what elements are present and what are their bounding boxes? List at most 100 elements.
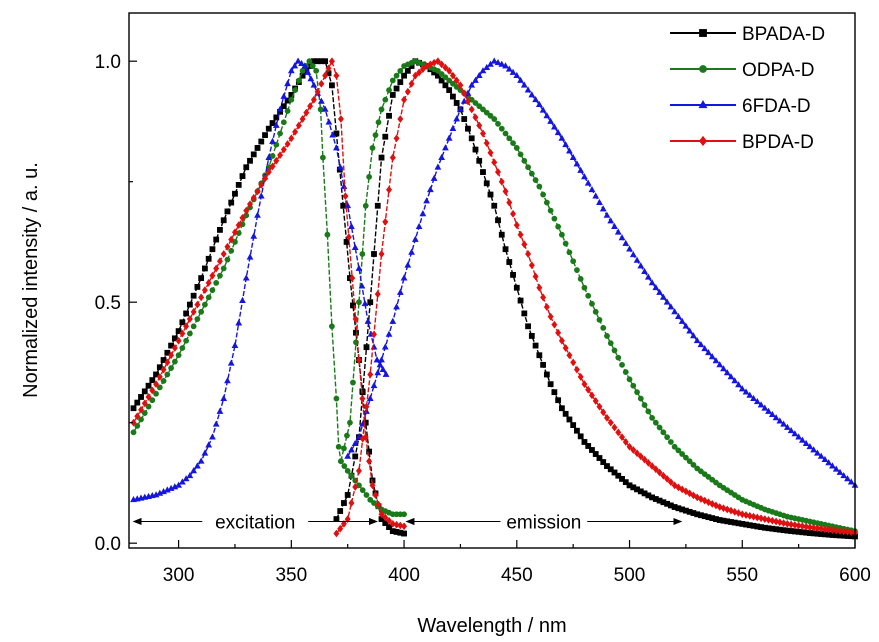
data-point [461, 89, 468, 98]
series-layer [130, 57, 859, 540]
data-point [742, 388, 750, 395]
data-point [337, 115, 344, 123]
data-point [675, 312, 682, 320]
data-point [832, 465, 840, 472]
data-point [329, 82, 335, 89]
legend-item: ODPA-D [670, 60, 814, 81]
data-point [506, 198, 513, 207]
data-point [836, 468, 844, 475]
data-point [690, 332, 697, 339]
data-point [728, 506, 734, 515]
data-point [802, 439, 810, 446]
data-point [262, 174, 269, 183]
data-point [738, 385, 746, 392]
data-point [555, 223, 562, 230]
data-point [378, 106, 385, 113]
data-point [626, 245, 633, 252]
data-point [280, 92, 288, 99]
data-point [814, 449, 821, 456]
data-point [848, 528, 855, 537]
data-point [363, 492, 370, 498]
data-point [338, 458, 344, 465]
data-point [588, 185, 596, 193]
data-point [393, 134, 400, 143]
data-point [480, 129, 486, 138]
data-point [397, 521, 404, 530]
data-point [397, 79, 404, 85]
data-point [411, 235, 419, 242]
data-point [149, 377, 156, 384]
data-point [765, 407, 772, 414]
legend: BPADA-D ODPA-D 6FDA-D BPDA-D [670, 24, 825, 153]
x-tick-label: 400 [388, 565, 420, 586]
data-point [543, 112, 551, 119]
data-point [810, 523, 817, 532]
data-point [690, 491, 697, 500]
data-point [186, 471, 194, 479]
data-point [227, 359, 235, 366]
data-point [618, 234, 626, 241]
data-point [678, 317, 686, 324]
data-point [371, 251, 377, 257]
data-point [333, 71, 340, 80]
legend-marker [699, 29, 707, 37]
data-point [209, 246, 216, 253]
data-point [660, 429, 667, 436]
data-point [247, 157, 253, 164]
data-point [543, 199, 550, 206]
data-point [348, 222, 355, 230]
data-point [753, 398, 761, 405]
data-point [404, 261, 412, 268]
data-point [821, 455, 829, 463]
data-point [472, 76, 479, 83]
data-point [472, 113, 479, 122]
data-point [371, 500, 377, 506]
data-point [247, 200, 253, 209]
data-point [358, 282, 366, 289]
data-point [491, 202, 498, 209]
data-point [784, 520, 791, 528]
data-point [160, 365, 167, 374]
data-point [364, 317, 372, 324]
data-point [434, 163, 442, 170]
legend-label: BPDA-D [742, 132, 814, 153]
data-point [498, 231, 505, 238]
y-axis-title: Normalized intensity / a. u. [20, 162, 42, 398]
data-point [558, 336, 565, 345]
data-point [366, 457, 373, 466]
data-point [783, 423, 791, 430]
data-point [528, 333, 535, 339]
data-point [198, 293, 205, 302]
data-point [379, 365, 387, 373]
data-point [171, 358, 178, 365]
data-point [372, 132, 379, 139]
data-point [547, 207, 554, 214]
data-point [667, 303, 675, 310]
series-6fda-d [130, 57, 859, 503]
data-point [743, 511, 750, 519]
data-point [648, 279, 656, 286]
data-point [367, 496, 374, 503]
data-point [350, 302, 356, 309]
data-point [232, 190, 238, 197]
data-point [505, 65, 513, 72]
data-point [521, 310, 528, 317]
data-point [641, 267, 648, 275]
data-point [186, 315, 193, 323]
data-point [490, 57, 498, 64]
data-point [637, 262, 645, 269]
data-point [566, 147, 573, 154]
data-point [652, 283, 660, 291]
legend-marker [699, 65, 707, 73]
data-point [369, 145, 376, 151]
data-point [374, 290, 381, 299]
data-point [502, 187, 509, 196]
data-point [829, 526, 836, 535]
data-point [442, 74, 449, 81]
data-point [372, 491, 379, 499]
data-point [361, 300, 369, 307]
data-point [378, 356, 385, 363]
data-point [318, 79, 325, 88]
data-point [276, 105, 284, 112]
data-point [708, 353, 716, 360]
